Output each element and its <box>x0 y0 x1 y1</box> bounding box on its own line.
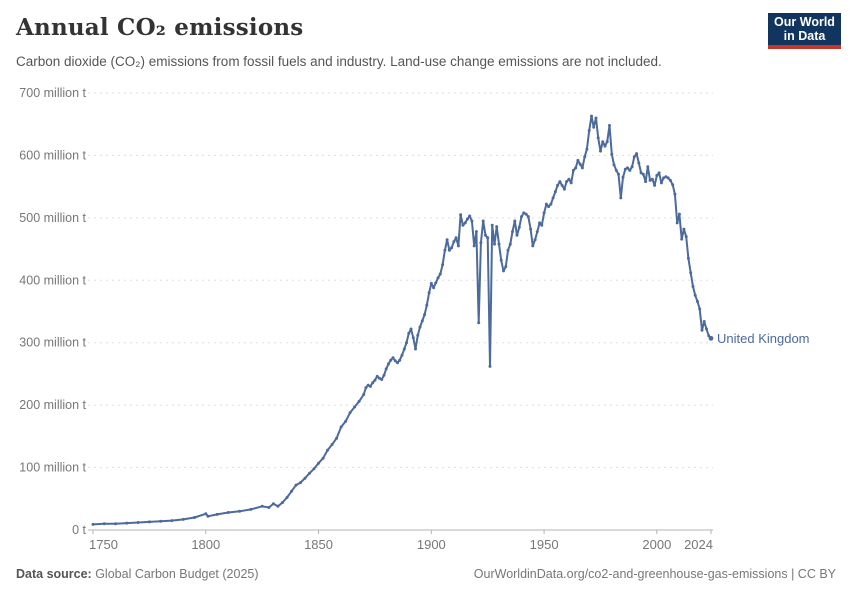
chart-subtitle: Carbon dioxide (CO₂) emissions from foss… <box>16 54 662 69</box>
x-tick-label: 1800 <box>191 537 220 552</box>
x-tick-label: 2000 <box>642 537 671 552</box>
series-end-marker[interactable] <box>708 335 714 341</box>
y-tick-label: 400 million t <box>19 273 86 287</box>
owid-logo[interactable]: Our World in Data <box>768 13 841 49</box>
y-tick-label: 200 million t <box>19 398 86 412</box>
owid-url-link[interactable]: OurWorldinData.org/co2-and-greenhouse-ga… <box>473 567 836 581</box>
x-tick-label: 1900 <box>417 537 446 552</box>
x-tick-label: 1950 <box>530 537 559 552</box>
y-tick-label: 100 million t <box>19 461 86 475</box>
y-tick-label: 700 million t <box>19 86 86 100</box>
emissions-line-chart[interactable]: 0 t 100 million t 200 million t 300 million… <box>0 78 850 563</box>
y-tick-label: 500 million t <box>19 211 86 225</box>
series-markers <box>91 114 713 526</box>
chart-footer: Data source: Global Carbon Budget (2025)… <box>16 567 836 581</box>
x-tick-label: 2024 <box>684 537 713 552</box>
y-tick-label: 300 million t <box>19 336 86 350</box>
x-tick-label: 1750 <box>89 537 118 552</box>
x-axis <box>92 530 712 534</box>
page-title: Annual CO₂ emissions <box>16 14 304 41</box>
owid-logo-line1: Our World <box>774 15 835 29</box>
y-tick-label: 600 million t <box>19 148 86 162</box>
data-source-value: Global Carbon Budget (2025) <box>91 567 259 581</box>
data-source: Data source: Global Carbon Budget (2025) <box>16 567 259 581</box>
y-gridlines <box>88 92 713 531</box>
series-line[interactable] <box>92 115 712 526</box>
data-source-label: Data source: <box>16 567 92 581</box>
owid-logo-line2: in Data <box>783 29 826 43</box>
x-tick-label: 1850 <box>304 537 333 552</box>
series-united-kingdom[interactable]: United Kingdom <box>91 114 810 526</box>
chart-area[interactable]: 0 t 100 million t 200 million t 300 million… <box>0 78 850 563</box>
y-tick-label: 0 t <box>72 523 86 537</box>
x-tick-labels: 1750 1800 1850 1900 1950 2000 2024 <box>89 537 713 552</box>
series-label[interactable]: United Kingdom <box>717 331 810 346</box>
y-tick-labels: 0 t 100 million t 200 million t 300 million… <box>19 86 86 537</box>
